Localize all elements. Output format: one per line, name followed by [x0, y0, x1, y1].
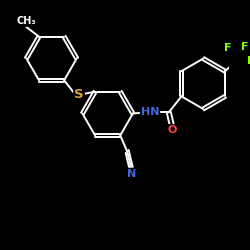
Text: CH₃: CH₃	[16, 16, 36, 26]
Text: HN: HN	[141, 108, 159, 118]
Text: S: S	[74, 88, 84, 101]
Text: O: O	[168, 125, 177, 135]
Text: F: F	[224, 43, 231, 53]
Text: F: F	[241, 42, 248, 52]
Text: N: N	[127, 168, 136, 178]
Text: F: F	[246, 56, 250, 66]
